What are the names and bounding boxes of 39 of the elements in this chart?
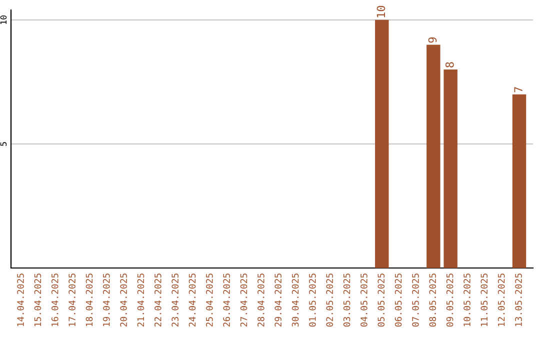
x-tick-label: 21.04.2025 xyxy=(137,274,144,327)
x-tick-label: 28.04.2025 xyxy=(258,274,264,327)
x-tick-label: 19.04.2025 xyxy=(102,274,110,326)
x-tick-label: 02.05.2025 xyxy=(326,274,334,327)
bar xyxy=(375,20,389,268)
x-tick-label: 25.04.2025 xyxy=(206,274,213,327)
x-tick-label: 23.04.2025 xyxy=(172,274,178,327)
x-tick-label: 20.04.2025 xyxy=(120,274,127,327)
x-tick-label: 29.04.2025 xyxy=(274,274,282,327)
x-tick-label: 10.05.2025 xyxy=(464,274,470,326)
x-tick-label: 08.05.2025 xyxy=(429,274,436,327)
x-tick-label: 07.05.2025 xyxy=(412,274,419,327)
x-tick-label: 05.05.2025 xyxy=(378,274,385,327)
x-tick-label: 01.05.2025 xyxy=(309,274,316,327)
x-tick-label: 18.04.2025 xyxy=(86,274,93,326)
x-tick-label: 12.05.2025 xyxy=(498,274,505,326)
x-tick-label: 04.05.2025 xyxy=(360,274,368,327)
x-tick-label: 06.05.2025 xyxy=(394,274,402,327)
x-tick-label: 09.05.2025 xyxy=(446,274,454,327)
data-label: 8 xyxy=(445,62,454,68)
data-label: 10 xyxy=(376,6,386,18)
bar xyxy=(444,70,458,268)
x-tick-label: 16.04.2025 xyxy=(51,274,58,326)
x-tick-label: 17.04.2025 xyxy=(68,274,76,326)
bar xyxy=(512,94,526,268)
x-tick-label: 24.04.2025 xyxy=(188,274,196,327)
x-tick-label: 27.04.2025 xyxy=(240,274,248,327)
data-label: 7 xyxy=(514,87,522,92)
x-tick-label: 30.04.2025 xyxy=(292,274,299,327)
x-tick-label: 22.04.2025 xyxy=(154,274,162,327)
bar xyxy=(426,44,440,268)
x-tick-label: 15.04.2025 xyxy=(34,274,42,326)
x-tick-label: 14.04.2025 xyxy=(17,274,24,326)
x-tick-label: 11.05.2025 xyxy=(480,274,488,326)
x-tick-label: 26.04.2025 xyxy=(223,274,230,327)
y-tick-label: 5 xyxy=(0,142,7,146)
data-label: 9 xyxy=(428,37,437,43)
x-tick-label: 13.05.2025 xyxy=(515,274,522,326)
x-tick-label: 03.05.2025 xyxy=(343,274,350,327)
